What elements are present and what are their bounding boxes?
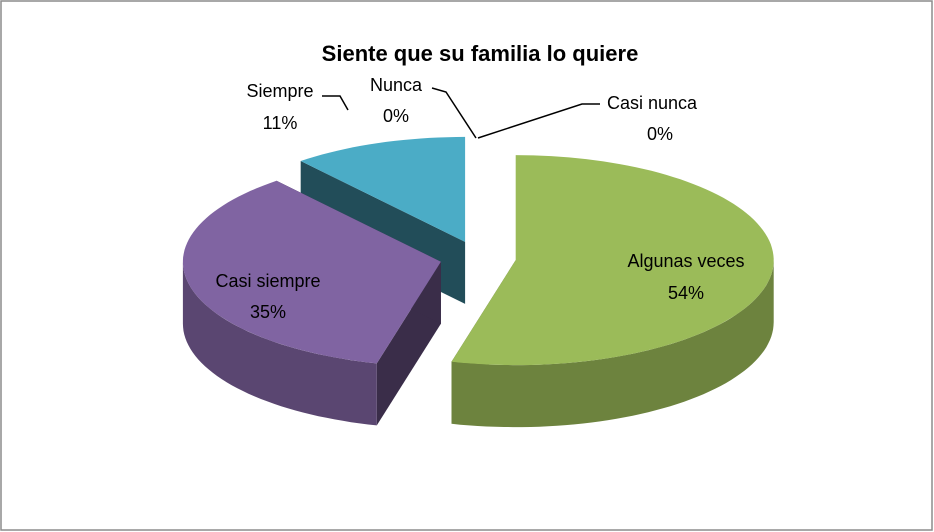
slice-top [300,136,466,242]
chart-title: Siente que su familia lo quiere [322,41,639,66]
leader-line [322,95,349,111]
slice-wall [451,260,774,428]
value-label: 0% [647,124,673,144]
slice [182,180,441,426]
value-label: 11% [263,113,298,133]
category-label: Algunas veces [627,251,744,271]
value-label: 35% [250,302,286,322]
slice-top [451,155,774,366]
category-label: Casi nunca [607,93,698,113]
category-label: Casi siempre [215,271,320,291]
category-label: Nunca [370,75,423,95]
leader-line [431,87,477,139]
value-label: 54% [668,283,704,303]
slice [451,155,774,428]
category-label: Siempre [246,81,313,101]
slice-top [182,180,441,364]
slice-wall [182,261,377,426]
leader-line [477,103,600,139]
value-label: 0% [383,106,409,126]
pie [182,136,774,428]
